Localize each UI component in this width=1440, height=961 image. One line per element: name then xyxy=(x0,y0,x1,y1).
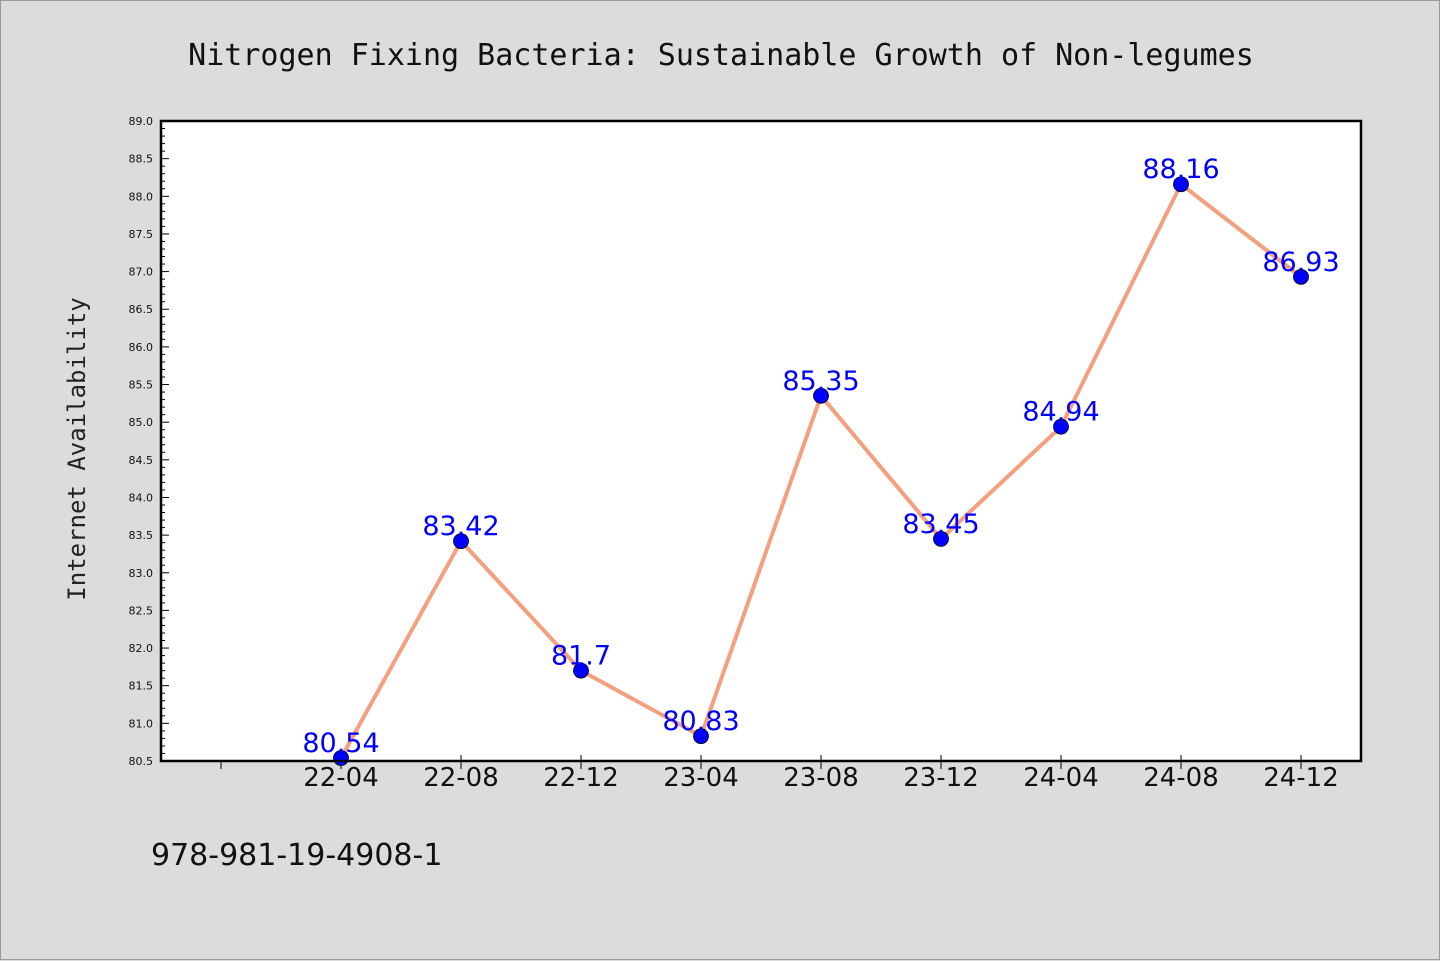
y-axis-label: Internet Availability xyxy=(63,297,91,600)
data-point xyxy=(693,728,709,745)
y-tick-label: 86.0 xyxy=(129,341,154,354)
data-point xyxy=(813,387,829,404)
y-tick-label: 87.5 xyxy=(129,228,154,241)
y-tick-label: 89.0 xyxy=(129,115,154,128)
x-axis-ticks: 22-04 22-08 22-12 23-04 23-08 23-12 24-04 24-08… xyxy=(220,755,1339,793)
x-tick-label: 22-12 xyxy=(543,763,619,793)
plot-border xyxy=(159,119,1363,763)
x-tick-label: 22-04 xyxy=(303,763,379,793)
data-label: 83.42 xyxy=(422,511,499,542)
data-label: 80.83 xyxy=(662,706,739,737)
data-point xyxy=(1173,176,1189,193)
y-tick-label: 85.0 xyxy=(129,416,154,429)
data-point xyxy=(573,662,589,679)
data-point xyxy=(1293,268,1309,285)
data-label: 83.45 xyxy=(902,509,979,540)
y-tick-label: 82.5 xyxy=(129,604,154,617)
x-tick-label: 23-08 xyxy=(783,763,859,793)
y-tick-label: 83.5 xyxy=(129,529,154,542)
data-label: 86.93 xyxy=(1262,247,1339,278)
y-tick-label: 84.5 xyxy=(129,454,154,467)
y-tick-label: 87.0 xyxy=(129,266,154,279)
x-tick-label: 22-08 xyxy=(423,763,499,793)
data-label: 81.7 xyxy=(551,641,611,672)
data-label: 85.35 xyxy=(782,366,859,397)
series-layer xyxy=(333,176,1309,766)
data-label: 80.54 xyxy=(302,728,379,759)
data-label: 84.94 xyxy=(1022,397,1099,428)
y-tick-label: 84.0 xyxy=(129,491,154,504)
y-tick-label: 88.0 xyxy=(129,190,154,203)
y-tick-label: 81.0 xyxy=(129,717,154,730)
x-tick-label: 23-12 xyxy=(903,763,979,793)
y-tick-label: 81.5 xyxy=(129,680,154,693)
data-point xyxy=(933,530,949,547)
y-tick-label: 83.0 xyxy=(129,567,154,580)
y-tick-label: 80.5 xyxy=(129,755,154,768)
x-tick-label: 24-08 xyxy=(1143,763,1219,793)
isbn-text: 978-981-19-4908-1 xyxy=(151,838,442,873)
y-tick-label: 86.5 xyxy=(129,303,154,316)
data-label: 88.16 xyxy=(1142,154,1219,185)
y-tick-label: 88.5 xyxy=(129,153,154,166)
data-label-layer: 80.54 83.42 81.7 80.83 85.35 83.45 84.94 88.16 8… xyxy=(302,154,1339,759)
chart-title: Nitrogen Fixing Bacteria: Sustainable Gr… xyxy=(188,38,1254,73)
data-point xyxy=(1053,418,1069,435)
plot-area xyxy=(161,121,1361,761)
data-point xyxy=(453,533,469,550)
y-tick-label: 82.0 xyxy=(129,642,154,655)
y-tick-label: 85.5 xyxy=(129,379,154,392)
x-tick-label: 24-12 xyxy=(1263,763,1339,793)
x-tick-label: 23-04 xyxy=(663,763,739,793)
x-tick-label: 24-04 xyxy=(1023,763,1099,793)
